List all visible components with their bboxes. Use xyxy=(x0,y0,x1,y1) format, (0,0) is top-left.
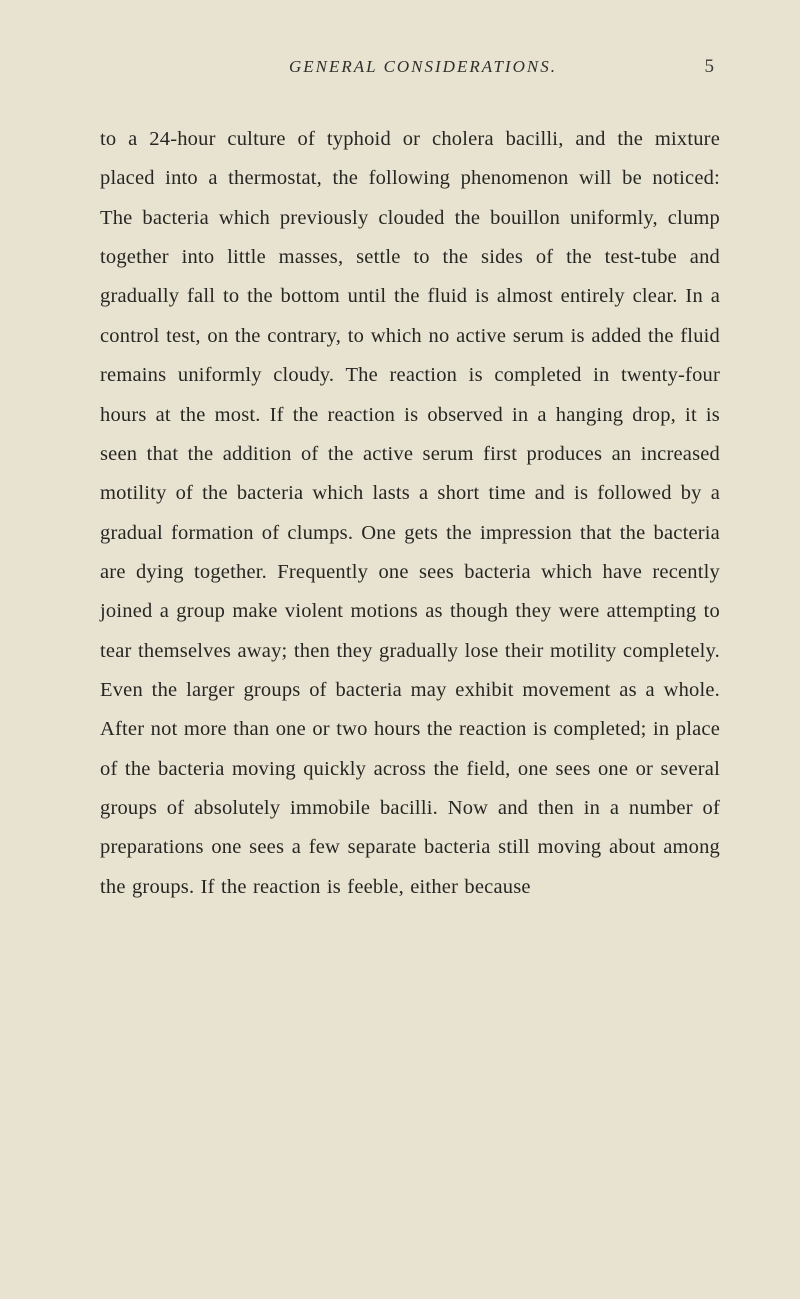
page-number: 5 xyxy=(684,56,714,78)
page-header: GENERAL CONSIDERATIONS. 5 xyxy=(100,56,720,78)
book-page: GENERAL CONSIDERATIONS. 5 to a 24-hour c… xyxy=(0,0,800,1299)
body-paragraph: to a 24-hour culture of typhoid or chole… xyxy=(100,120,720,907)
running-head: GENERAL CONSIDERATIONS. xyxy=(162,57,684,77)
